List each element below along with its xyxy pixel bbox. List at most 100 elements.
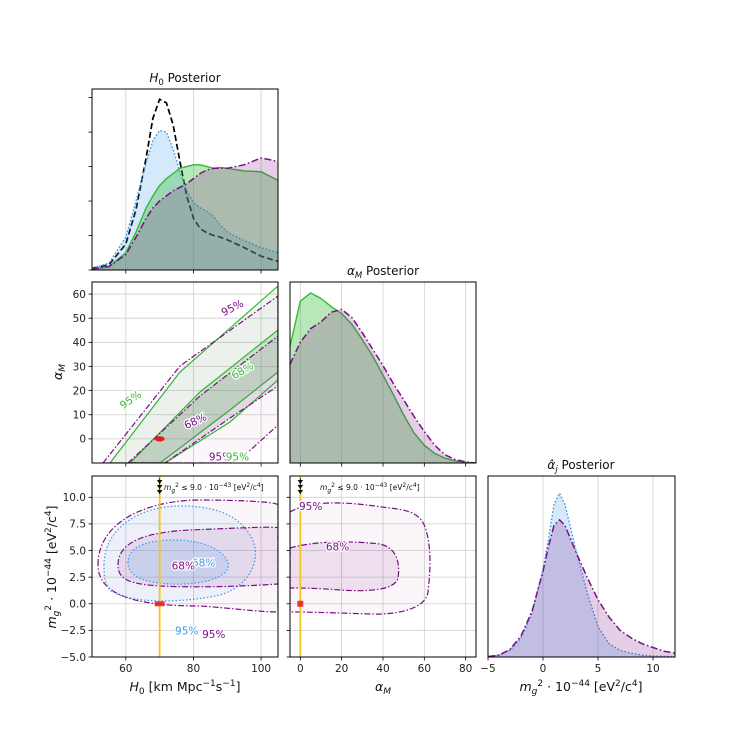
x-tick-label: 10: [646, 663, 659, 675]
green-contour-68: [129, 329, 278, 463]
density-line-blue-dotted-filled: [92, 129, 278, 269]
y-tick-label: 2.5: [69, 572, 86, 584]
density-line-purple-dashdot-filled: [488, 518, 675, 657]
y-tick-label: 5.0: [69, 545, 86, 557]
y-tick-label: 0.0: [69, 599, 86, 611]
alpha-posterior-grid: [299, 282, 467, 463]
contour-label: 68%: [172, 561, 195, 573]
y-tick-label: −5.0: [61, 652, 87, 664]
mg-vs-h0-marker: [154, 601, 165, 607]
contour-label: 95%: [118, 389, 144, 412]
x-tick-label: 20: [335, 663, 348, 675]
alpha-posterior-panel: αM Posterior: [289, 264, 477, 467]
alpha-vs-h0-marker: [154, 436, 165, 442]
mg-posterior-frame: [487, 475, 676, 658]
density-area-blue-dotted-filled: [92, 130, 278, 270]
contour-label: 68%: [192, 558, 215, 570]
contour-label: 95%: [202, 629, 225, 641]
x-tick-label: 40: [376, 663, 389, 675]
x-tick-label: 0: [297, 663, 304, 675]
purple-contour-68: [127, 335, 278, 463]
mg-vs-h0-contour-labels: 68%68% 95% 95%: [170, 556, 226, 642]
density-line-purple-dashdot-filled: [92, 157, 278, 270]
alpha-posterior-title: αM Posterior: [347, 264, 419, 281]
h0-posterior-series: [92, 98, 278, 270]
blue-contour-95: [103, 505, 256, 602]
green-contour-95: [109, 285, 278, 463]
density-area-green-solid-filled: [290, 293, 476, 463]
contour-label: 95%: [220, 298, 246, 319]
alpha-vs-h0-frame: [91, 281, 279, 464]
mg-vs-alpha-xlabel: αM: [375, 679, 391, 697]
truth-marker: [154, 601, 165, 607]
contour-label: 95%: [299, 501, 322, 513]
contour-label: 68%: [326, 542, 349, 554]
density-area-green-solid-filled: [92, 164, 278, 270]
y-tick-label: 50: [73, 313, 86, 325]
density-line-green-solid-filled: [290, 292, 476, 463]
y-tick-label: 40: [73, 337, 86, 349]
y-tick-label: 30: [73, 361, 86, 373]
y-tick-label: 10.0: [63, 492, 86, 504]
mg-vs-h0-ylabel: mg2 · 10−44 [eV2/c4]: [44, 505, 62, 628]
density-line-dashed-black-line: [92, 98, 278, 270]
h0-posterior-title: H0 Posterior: [149, 71, 220, 88]
purple-contour-68: [117, 526, 278, 588]
mg-posterior-xlabel: mg2 · 10−44 [eV2/c4]: [519, 679, 642, 697]
alpha-vs-h0-ticks: 0 10 20 30 40 50 60: [73, 289, 262, 467]
blue-contour-68: [127, 539, 229, 585]
h0-posterior-frame: [91, 88, 279, 271]
mg-posterior-panel: −5 0 5 10 α̂j Posterior mg2 · 10−44 [eV2/c4…: [480, 458, 676, 697]
mg-vs-alpha-contours: [290, 502, 431, 615]
mg-vs-alpha-marker: [297, 600, 304, 607]
purple-contour-95: [102, 295, 278, 463]
x-tick-label: −5: [480, 663, 495, 675]
x-tick-label: 5: [595, 663, 602, 675]
mg-vs-alpha-reference-line: [297, 476, 304, 657]
truth-marker: [154, 436, 165, 442]
y-tick-label: 7.5: [69, 519, 86, 531]
y-tick-label: 20: [73, 385, 86, 397]
alpha-vs-h0-contours: [102, 285, 278, 463]
mg-vs-h0-xlabel: H0 [km Mpc−1s−1]: [130, 679, 241, 697]
x-tick-label: 100: [251, 663, 271, 675]
mg-posterior-series: [488, 491, 675, 657]
contour-label: 95%: [226, 452, 249, 464]
mg-vs-h0-contours: [97, 499, 278, 613]
alpha-vs-h0-ylabel: αM: [50, 364, 68, 380]
x-tick-label: 80: [459, 663, 472, 675]
mg-vs-h0-annotation: mg2 ≤ 9.0 · 10−43 [eV2/c4]: [164, 482, 264, 495]
density-area-purple-dashdot-filled: [488, 519, 675, 657]
x-tick-label: 80: [187, 663, 200, 675]
y-tick-label: 60: [73, 289, 86, 301]
density-area-blue-dotted-filled: [488, 493, 675, 657]
mg-vs-h0-frame: [91, 475, 279, 658]
mg-vs-h0-panel: 68%68% 95% 95% 60 80 100 −5.0 −2.5 0.0 2.5 5.0 7.5…: [44, 475, 279, 697]
alpha-vs-h0-grid: [92, 282, 278, 463]
mg-posterior-ticks: −5 0 5 10: [480, 657, 660, 675]
x-tick-label: 0: [540, 663, 547, 675]
purple-contour-95: [290, 502, 431, 615]
x-tick-label: 60: [119, 663, 132, 675]
mg-vs-h0-reference-line: [156, 476, 163, 657]
mg-vs-alpha-annotation: mg2 ≤ 9.0 · 10−43 [eV2/c4]: [320, 482, 420, 495]
mg-vs-alpha-panel: 95% 68% 0 20 40 60 80 mg2 ≤ 9.0 · 10−43 [eV2/…: [286, 475, 477, 697]
y-tick-label: 0: [79, 434, 86, 446]
y-tick-label: 10: [73, 410, 86, 422]
alpha-posterior-series: [290, 292, 476, 463]
density-area-purple-dashdot-filled: [290, 309, 476, 463]
density-area-purple-dashdot-filled: [92, 158, 278, 270]
mg-vs-h0-ticks: 60 80 100 −5.0 −2.5 0.0 2.5 5.0 7.5 10.0: [61, 492, 272, 675]
mg-posterior-title: α̂j Posterior: [547, 458, 614, 475]
y-tick-label: −2.5: [61, 625, 87, 637]
mg-vs-alpha-ticks: 0 20 40 60 80: [286, 496, 472, 675]
contour-label: 95%: [175, 626, 198, 638]
truth-marker: [297, 600, 304, 607]
x-tick-label: 60: [418, 663, 431, 675]
h0-posterior-panel: H0 Posterior: [88, 71, 279, 274]
alpha-posterior-ticks: [299, 463, 467, 467]
purple-contour-68: [290, 541, 400, 592]
mg-vs-alpha-contour-labels: 95% 68%: [298, 500, 351, 555]
